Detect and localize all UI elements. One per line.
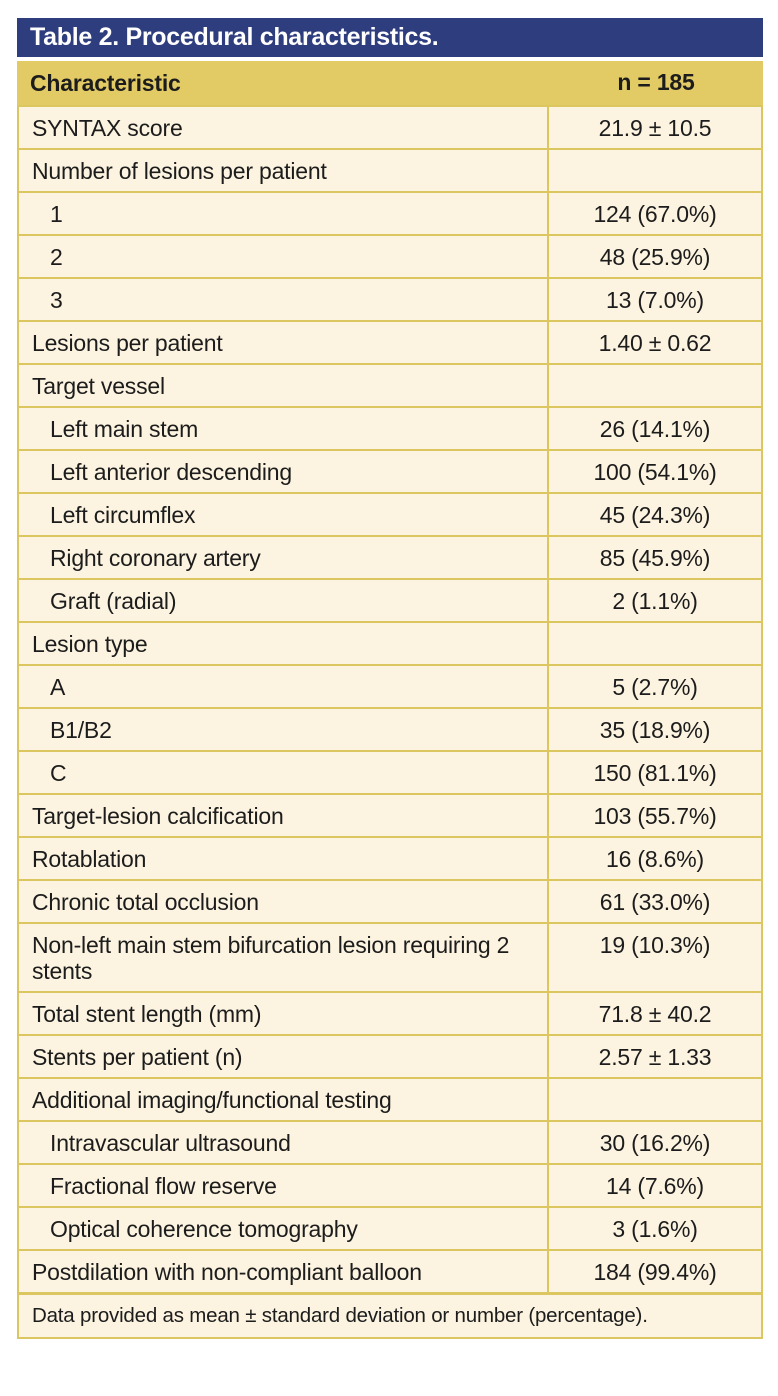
row-value: 150 (81.1%) <box>547 752 761 793</box>
row-label: Graft (radial) <box>50 588 177 614</box>
table-row: Total stent length (mm) 71.8 ± 40.2 <box>19 991 761 1034</box>
table-row: 2 48 (25.9%) <box>19 234 761 277</box>
row-value: 45 (24.3%) <box>547 494 761 535</box>
row-label: Left circumflex <box>50 502 196 528</box>
row-label: 3 <box>50 287 63 313</box>
row-value: 19 (10.3%) <box>547 924 761 991</box>
row-label: Chronic total occlusion <box>32 889 259 915</box>
row-label: Lesion type <box>32 631 148 657</box>
page: Table 2. Procedural characteristics. Cha… <box>17 18 763 1339</box>
row-value: 13 (7.0%) <box>547 279 761 320</box>
row-value: 184 (99.4%) <box>547 1251 761 1292</box>
table-row: Additional imaging/functional testing <box>19 1077 761 1120</box>
row-label: 2 <box>50 244 63 270</box>
row-label: B1/B2 <box>50 717 112 743</box>
row-value <box>547 365 761 406</box>
row-label: SYNTAX score <box>32 115 183 141</box>
row-value: 85 (45.9%) <box>547 537 761 578</box>
row-label: Optical coherence tomography <box>50 1216 358 1242</box>
row-label: Intravascular ultrasound <box>50 1130 291 1156</box>
table-rows: SYNTAX score 21.9 ± 10.5 Number of lesions… <box>19 107 761 1292</box>
row-label: Left main stem <box>50 416 199 442</box>
procedural-characteristics-table: Table 2. Procedural characteristics. Cha… <box>17 18 763 1339</box>
row-value: 2.57 ± 1.33 <box>547 1036 761 1077</box>
header-n: n = 185 <box>617 69 695 95</box>
table-row: A 5 (2.7%) <box>19 664 761 707</box>
table-row: Chronic total occlusion 61 (33.0%) <box>19 879 761 922</box>
row-label: 1 <box>50 201 63 227</box>
row-value: 71.8 ± 40.2 <box>547 993 761 1034</box>
row-value: 14 (7.6%) <box>547 1165 761 1206</box>
table-row: Intravascular ultrasound 30 (16.2%) <box>19 1120 761 1163</box>
row-value: 124 (67.0%) <box>547 193 761 234</box>
table-row: Stents per patient (n) 2.57 ± 1.33 <box>19 1034 761 1077</box>
row-label: Non-left main stem bifurcation lesion re… <box>32 932 510 984</box>
row-value: 100 (54.1%) <box>547 451 761 492</box>
row-label: Target-lesion calcification <box>32 803 284 829</box>
row-label: Stents per patient (n) <box>32 1044 243 1070</box>
row-value: 103 (55.7%) <box>547 795 761 836</box>
row-label: Right coronary artery <box>50 545 261 571</box>
row-value: 26 (14.1%) <box>547 408 761 449</box>
table-row: Graft (radial) 2 (1.1%) <box>19 578 761 621</box>
row-value: 21.9 ± 10.5 <box>547 107 761 148</box>
table-row: Left anterior descending 100 (54.1%) <box>19 449 761 492</box>
table-row: Number of lesions per patient <box>19 148 761 191</box>
table-row: Lesions per patient 1.40 ± 0.62 <box>19 320 761 363</box>
row-value <box>547 623 761 664</box>
title-header-gap <box>17 57 763 61</box>
table-row: SYNTAX score 21.9 ± 10.5 <box>19 107 761 148</box>
table-row: Rotablation 16 (8.6%) <box>19 836 761 879</box>
table-header-row: Characteristic n = 185 <box>17 61 763 105</box>
table-row: C 150 (81.1%) <box>19 750 761 793</box>
table-row: Left main stem 26 (14.1%) <box>19 406 761 449</box>
row-value: 61 (33.0%) <box>547 881 761 922</box>
row-value: 2 (1.1%) <box>547 580 761 621</box>
table-row: Lesion type <box>19 621 761 664</box>
table-row: 3 13 (7.0%) <box>19 277 761 320</box>
row-label: Lesions per patient <box>32 330 223 356</box>
table-title-bar: Table 2. Procedural characteristics. <box>17 18 763 57</box>
row-label: Total stent length (mm) <box>32 1001 262 1027</box>
row-value: 5 (2.7%) <box>547 666 761 707</box>
table-row: Target-lesion calcification 103 (55.7%) <box>19 793 761 836</box>
row-value: 30 (16.2%) <box>547 1122 761 1163</box>
row-label: Additional imaging/functional testing <box>32 1087 392 1113</box>
row-label: Rotablation <box>32 846 147 872</box>
row-label: Left anterior descending <box>50 459 292 485</box>
row-label: Fractional flow reserve <box>50 1173 277 1199</box>
table-title: Table 2. Procedural characteristics. <box>30 23 439 51</box>
table-row: Non-left main stem bifurcation lesion re… <box>19 922 761 991</box>
row-value: 1.40 ± 0.62 <box>547 322 761 363</box>
row-label: C <box>50 760 67 786</box>
table-row: Right coronary artery 85 (45.9%) <box>19 535 761 578</box>
table-row: Fractional flow reserve 14 (7.6%) <box>19 1163 761 1206</box>
row-value <box>547 1079 761 1120</box>
row-value <box>547 150 761 191</box>
table-row: Target vessel <box>19 363 761 406</box>
row-value: 48 (25.9%) <box>547 236 761 277</box>
table-row: Optical coherence tomography 3 (1.6%) <box>19 1206 761 1249</box>
table-row: Postdilation with non-compliant balloon 1… <box>19 1249 761 1292</box>
table-row: B1/B2 35 (18.9%) <box>19 707 761 750</box>
table-row: 1 124 (67.0%) <box>19 191 761 234</box>
row-label: Postdilation with non-compliant balloon <box>32 1259 422 1285</box>
table-body: SYNTAX score 21.9 ± 10.5 Number of lesions… <box>17 105 763 1339</box>
table-footnote: Data provided as mean ± standard deviati… <box>19 1292 761 1337</box>
row-value: 3 (1.6%) <box>547 1208 761 1249</box>
header-characteristic: Characteristic <box>30 70 181 96</box>
row-value: 16 (8.6%) <box>547 838 761 879</box>
row-label: A <box>50 674 66 700</box>
row-label: Number of lesions per patient <box>32 158 327 184</box>
table-row: Left circumflex 45 (24.3%) <box>19 492 761 535</box>
row-label: Target vessel <box>32 373 165 399</box>
row-value: 35 (18.9%) <box>547 709 761 750</box>
